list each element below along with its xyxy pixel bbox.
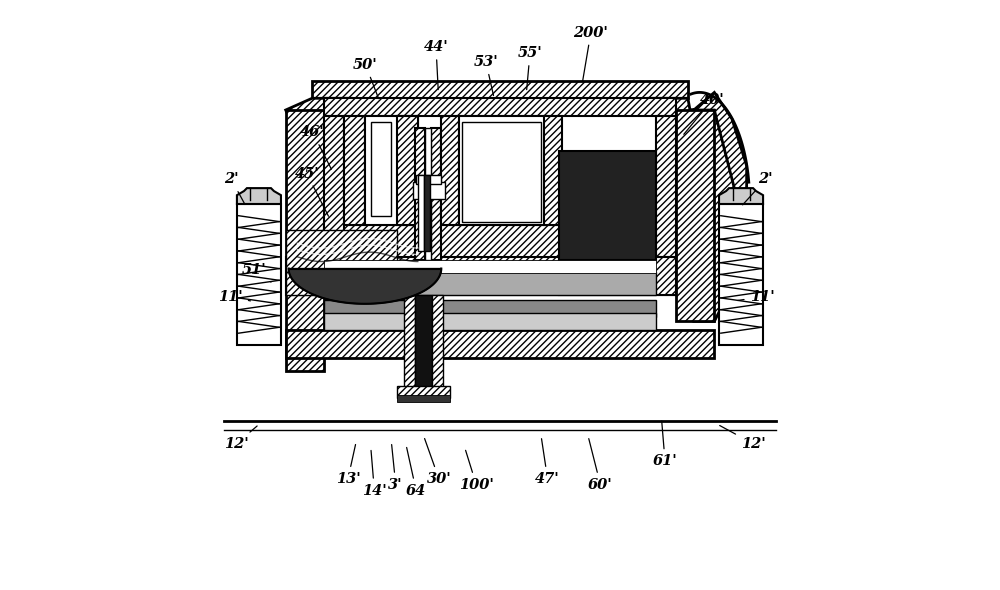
Bar [559, 151, 656, 260]
Polygon shape [694, 110, 735, 322]
Bar [324, 225, 676, 260]
Polygon shape [286, 99, 350, 148]
Text: 64: 64 [406, 447, 426, 497]
Text: 53': 53' [474, 55, 498, 96]
Text: 200': 200' [573, 25, 608, 81]
Polygon shape [289, 268, 441, 304]
Text: 40': 40' [684, 93, 724, 135]
Bar [415, 127, 425, 260]
Bar [324, 313, 656, 330]
Bar [418, 175, 424, 251]
Bar [286, 110, 324, 371]
Polygon shape [237, 188, 281, 204]
Text: 60': 60' [588, 438, 613, 492]
Bar [656, 116, 676, 260]
Bar [424, 175, 430, 251]
Bar [286, 231, 397, 295]
Bar [459, 116, 547, 225]
Text: 12': 12' [720, 425, 766, 451]
Bar [312, 81, 688, 99]
Bar [431, 127, 441, 260]
Bar [371, 122, 391, 216]
Bar [324, 99, 676, 116]
Bar [397, 386, 450, 398]
Bar [397, 395, 450, 402]
Bar [344, 116, 365, 225]
Text: 50': 50' [353, 58, 379, 99]
Text: 3': 3' [388, 445, 403, 492]
Text: 51': 51' [242, 264, 271, 282]
Bar [441, 116, 459, 225]
Bar [416, 175, 441, 184]
Text: 55': 55' [518, 46, 542, 90]
Text: 2': 2' [743, 172, 773, 205]
Text: 11': 11' [738, 290, 774, 304]
Bar [237, 204, 281, 345]
Text: 61': 61' [653, 421, 677, 468]
Text: 46': 46' [300, 126, 331, 169]
Bar [324, 116, 344, 260]
Text: 12': 12' [224, 426, 257, 451]
Bar [404, 295, 415, 389]
Bar [719, 204, 763, 345]
Polygon shape [719, 188, 763, 204]
Text: 14': 14' [362, 450, 387, 497]
Circle shape [465, 136, 523, 195]
Polygon shape [676, 93, 747, 236]
Bar [365, 116, 418, 225]
Bar [676, 110, 714, 322]
Text: 30': 30' [425, 438, 451, 486]
Bar [324, 300, 656, 317]
Bar [462, 122, 541, 222]
Text: 45': 45' [294, 166, 328, 216]
Bar [286, 257, 676, 295]
Bar [559, 257, 676, 295]
Bar [425, 127, 431, 260]
Text: 100': 100' [459, 450, 494, 492]
Bar [397, 116, 418, 225]
Bar [544, 116, 562, 225]
Bar [413, 182, 445, 199]
Text: 44': 44' [424, 40, 448, 90]
Bar [432, 295, 443, 389]
Text: 13': 13' [336, 444, 360, 486]
Text: 11': 11' [218, 290, 250, 304]
Bar [324, 260, 656, 273]
Polygon shape [650, 99, 697, 148]
Text: 2': 2' [224, 172, 245, 205]
Bar [324, 271, 656, 295]
Text: 47': 47' [535, 439, 560, 486]
Bar [286, 330, 714, 358]
Bar [415, 295, 432, 389]
